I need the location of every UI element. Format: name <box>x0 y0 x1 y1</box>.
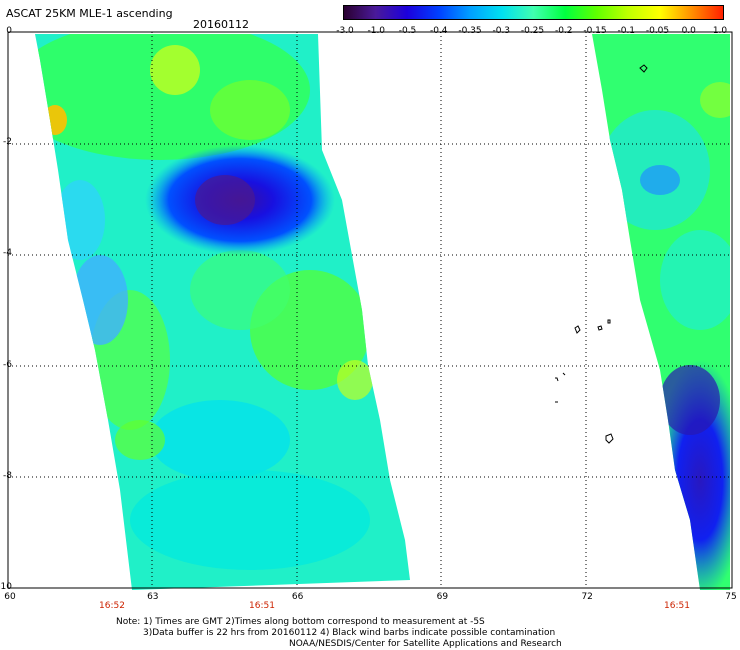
chart-title: ASCAT 25KM MLE-1 ascending <box>6 7 173 20</box>
colorbar-label: -0.1 <box>617 26 636 36</box>
note-line-1: Note: 1) Times are GMT 2)Times along bot… <box>116 617 485 627</box>
colorbar-label: -0.15 <box>583 26 607 36</box>
time-label: 16:51 <box>249 601 275 611</box>
y-tick-label: -2 <box>3 137 12 148</box>
x-tick-label: 69 <box>436 592 449 602</box>
colorbar-label: -0.3 <box>492 26 511 36</box>
y-tick-label: -10 <box>0 582 12 592</box>
colorbar <box>343 5 724 20</box>
x-tick-label: 72 <box>581 592 593 602</box>
y-tick-label: -4 <box>3 248 12 259</box>
colorbar-label: -3.0 <box>336 26 354 36</box>
x-tick-label: 66 <box>291 592 304 602</box>
colorbar-label: -0.05 <box>645 26 670 36</box>
x-tick-label: 63 <box>147 592 159 602</box>
colorbar-label: -0.2 <box>554 26 573 36</box>
note-line-2: 3)Data buffer is 22 hrs from 20160112 4)… <box>143 628 556 638</box>
colorbar-label: -0.35 <box>458 26 482 36</box>
x-tick-label: 60 <box>4 592 16 602</box>
note-line-3: NOAA/NESDIS/Center for Satellite Applica… <box>289 639 562 649</box>
left-swath <box>35 34 410 590</box>
y-tick-label: -8 <box>3 470 12 481</box>
plot-frame <box>7 31 733 589</box>
colorbar-label: 0.0 <box>681 26 696 36</box>
colorbar-label: -0.4 <box>429 26 448 36</box>
time-label: 16:52 <box>99 601 125 611</box>
y-tick-label: 0 <box>6 26 12 36</box>
y-tick-label: -6 <box>3 359 12 370</box>
colorbar-label: -0.5 <box>398 26 417 36</box>
island-outlines <box>555 64 648 444</box>
right-swath <box>592 34 730 590</box>
colorbar-label: 1.0 <box>712 26 728 36</box>
chart-date: 20160112 <box>193 18 249 31</box>
time-label: 16:51 <box>664 601 690 611</box>
colorbar-label: -0.25 <box>520 26 545 36</box>
grid-lines <box>8 32 732 588</box>
colorbar-label: -1.0 <box>367 26 386 36</box>
x-tick-label: 75 <box>725 592 737 602</box>
